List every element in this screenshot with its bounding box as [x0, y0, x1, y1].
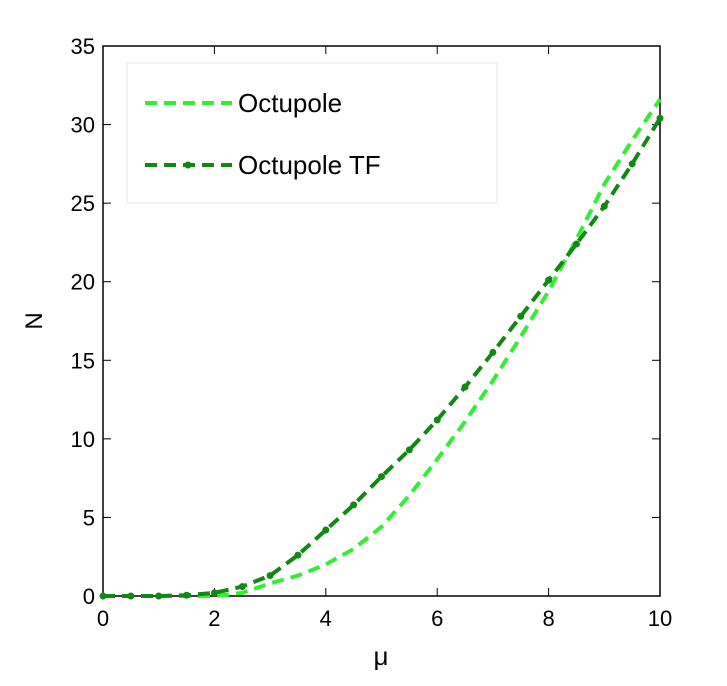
y-tick-label: 5	[83, 505, 95, 530]
y-tick-label: 25	[71, 191, 95, 216]
x-tick-label: 2	[208, 606, 220, 631]
x-tick-label: 6	[431, 606, 443, 631]
marker	[656, 114, 664, 122]
legend-box	[126, 62, 498, 204]
marker	[350, 501, 358, 509]
y-tick-label: 10	[71, 427, 95, 452]
y-tick-label: 20	[71, 270, 95, 295]
y-tick-label: 35	[71, 34, 95, 59]
marker	[489, 348, 497, 356]
marker	[461, 383, 469, 391]
marker	[127, 592, 135, 600]
marker	[433, 416, 441, 424]
marker	[405, 446, 413, 454]
y-tick-label: 0	[83, 584, 95, 609]
x-tick-label: 10	[648, 606, 672, 631]
y-tick-label: 30	[71, 113, 95, 138]
marker	[517, 312, 525, 320]
legend-label: Octupole	[238, 88, 342, 118]
x-tick-label: 0	[97, 606, 109, 631]
series-line	[103, 98, 662, 598]
marker	[210, 589, 218, 597]
x-tick-label: 4	[320, 606, 332, 631]
marker	[238, 583, 246, 591]
y-tick-label: 15	[71, 348, 95, 373]
x-tick-label: 8	[542, 606, 554, 631]
marker	[294, 551, 302, 559]
marker	[572, 240, 580, 248]
marker	[322, 526, 330, 534]
marker	[266, 572, 274, 580]
marker	[99, 592, 107, 600]
y-axis-label: N	[21, 312, 48, 329]
marker	[545, 276, 553, 284]
marker	[183, 591, 191, 599]
x-axis-label: μ	[374, 641, 389, 671]
marker	[378, 473, 385, 481]
marker	[600, 202, 608, 210]
marker	[155, 592, 163, 600]
legend-marker	[184, 161, 192, 169]
legend-label: Octupole TF	[238, 150, 381, 180]
marker	[628, 160, 636, 168]
